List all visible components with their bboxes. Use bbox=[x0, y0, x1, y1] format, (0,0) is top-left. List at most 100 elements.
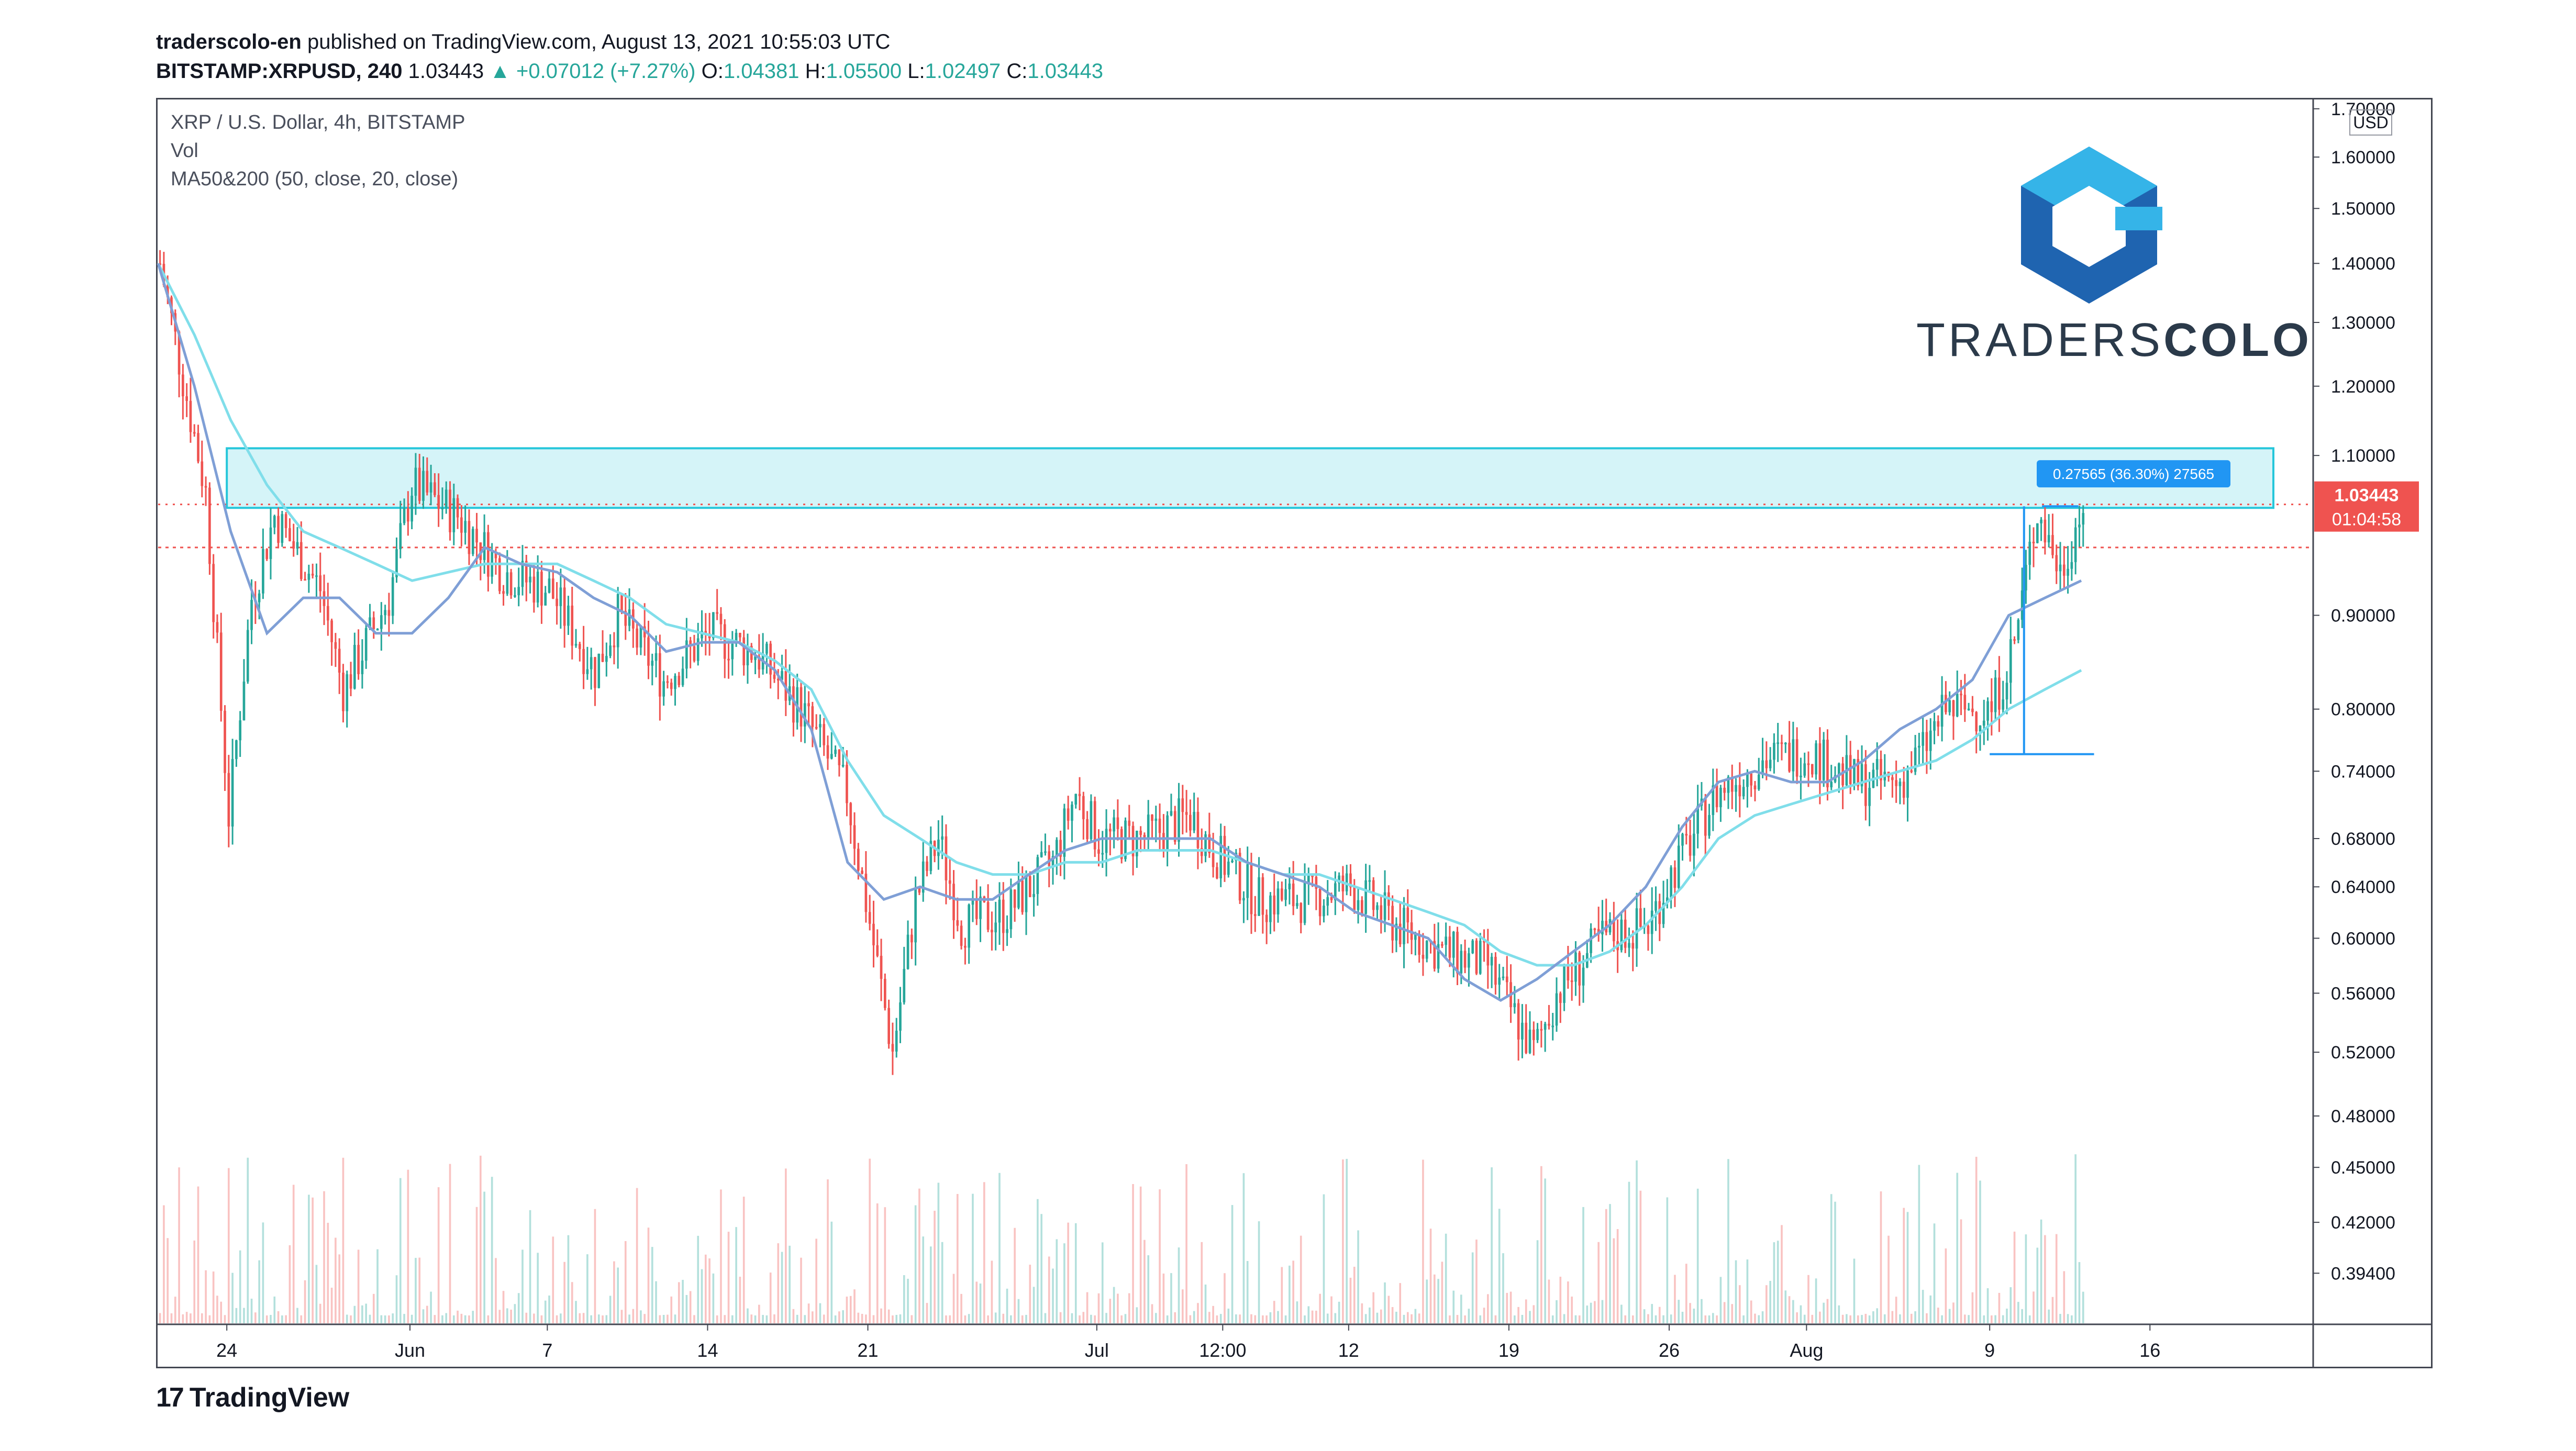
candle-body bbox=[2062, 564, 2066, 576]
candle-body bbox=[1528, 1030, 1531, 1053]
candle-body bbox=[326, 606, 329, 621]
volume-bar bbox=[697, 1235, 699, 1323]
candle-body bbox=[1181, 798, 1184, 812]
volume-bar bbox=[418, 1257, 421, 1323]
candle-body bbox=[1471, 940, 1474, 954]
volume-bar bbox=[1861, 1315, 1863, 1323]
volume-bar bbox=[1369, 1307, 1371, 1323]
price-tick-label: 0.52000 bbox=[2331, 1043, 2395, 1063]
volume-bar bbox=[979, 1283, 982, 1323]
candle-body bbox=[712, 612, 715, 639]
candle-body bbox=[1288, 883, 1291, 889]
candle-body bbox=[1162, 833, 1165, 850]
volume-bar bbox=[430, 1291, 432, 1323]
volume-bar bbox=[586, 1254, 589, 1323]
volume-bar bbox=[1426, 1279, 1428, 1323]
candle-body bbox=[1246, 864, 1249, 898]
candle-body bbox=[177, 331, 181, 375]
volume-bar bbox=[1048, 1256, 1050, 1323]
volume-bar bbox=[273, 1296, 276, 1323]
candle-body bbox=[803, 703, 806, 727]
candle-body bbox=[1131, 825, 1135, 856]
candle-body bbox=[971, 899, 974, 905]
volume-bar bbox=[1456, 1315, 1459, 1323]
candle-body bbox=[1712, 785, 1715, 816]
candle-body bbox=[1074, 794, 1078, 805]
volume-bar bbox=[1689, 1303, 1691, 1323]
volume-bar bbox=[1991, 1315, 1993, 1323]
volume-bar bbox=[842, 1310, 844, 1323]
volume-bar bbox=[567, 1235, 570, 1323]
candle-body bbox=[1990, 701, 1993, 712]
legend-title[interactable]: XRP / U.S. Dollar, 4h, BITSTAMP bbox=[171, 111, 465, 133]
volume-bar bbox=[2013, 1231, 2016, 1323]
volume-bar bbox=[1975, 1156, 1978, 1323]
candle-body bbox=[1494, 956, 1497, 985]
candle-body bbox=[1063, 808, 1066, 857]
candle-body bbox=[502, 591, 505, 594]
chart-frame[interactable] bbox=[156, 98, 2433, 1368]
candle-body bbox=[1757, 774, 1760, 789]
candle-body bbox=[1975, 712, 1978, 732]
candle-body bbox=[204, 486, 207, 488]
volume-bar bbox=[1853, 1258, 1856, 1323]
current-price-value: 1.03443 bbox=[2335, 486, 2399, 506]
volume-bar bbox=[1937, 1308, 1939, 1323]
candle-body bbox=[689, 640, 692, 646]
candle-body bbox=[1082, 796, 1085, 819]
volume-bar bbox=[727, 1232, 730, 1323]
volume-bar bbox=[1391, 1307, 1394, 1323]
publisher-name[interactable]: traderscolo-en bbox=[156, 30, 302, 53]
candle-body bbox=[1231, 861, 1234, 863]
candle-body bbox=[1269, 895, 1272, 922]
candle-body bbox=[1059, 840, 1062, 857]
volume-bar bbox=[827, 1179, 829, 1323]
volume-bar bbox=[777, 1243, 780, 1323]
time-tick-label: 7 bbox=[542, 1340, 552, 1361]
volume-bar bbox=[1750, 1300, 1752, 1323]
volume-bar bbox=[2044, 1235, 2046, 1323]
candle-body bbox=[1193, 812, 1195, 831]
volume-bar bbox=[758, 1304, 760, 1323]
candle-body bbox=[841, 765, 845, 767]
traderscolo-wordmark: TRADERSCOLO bbox=[1916, 314, 2312, 366]
legend-ma[interactable]: MA50&200 (50, close, 20, close) bbox=[171, 168, 459, 190]
volume-bar bbox=[701, 1269, 703, 1323]
candle-body bbox=[1425, 941, 1428, 959]
candle-body bbox=[1170, 811, 1173, 816]
tradingview-logo[interactable]: 17 TradingView bbox=[156, 1382, 349, 1413]
volume-bar bbox=[1242, 1173, 1245, 1323]
candle-body bbox=[346, 674, 349, 711]
candle-body bbox=[574, 644, 578, 646]
volume-bar bbox=[1289, 1265, 1291, 1323]
volume-bar bbox=[437, 1187, 440, 1323]
candle-body bbox=[1273, 895, 1276, 914]
volume-bar bbox=[1876, 1308, 1879, 1323]
candle-body bbox=[1776, 742, 1780, 744]
candle-body bbox=[1292, 883, 1295, 907]
volume-bar bbox=[361, 1305, 363, 1323]
volume-bar bbox=[1556, 1300, 1558, 1323]
candle-body bbox=[1860, 764, 1863, 787]
volume-bar bbox=[1628, 1181, 1630, 1323]
candle-body bbox=[1902, 782, 1905, 798]
candle-body bbox=[1857, 759, 1860, 787]
candle-body bbox=[1742, 787, 1745, 797]
volume-bar bbox=[2040, 1219, 2042, 1323]
volume-bar bbox=[1094, 1315, 1096, 1323]
volume-bar bbox=[2006, 1309, 2008, 1323]
volume-bar bbox=[517, 1293, 520, 1323]
candle-body bbox=[1875, 759, 1879, 770]
candle-body bbox=[216, 622, 219, 633]
candle-body bbox=[1960, 694, 1962, 696]
volume-bar bbox=[1487, 1294, 1489, 1323]
legend-volume[interactable]: Vol bbox=[171, 140, 198, 162]
volume-bar bbox=[1154, 1313, 1157, 1323]
candle-body bbox=[1730, 777, 1734, 792]
candle-body bbox=[529, 576, 531, 583]
candle-body bbox=[1574, 952, 1577, 982]
volume-bar bbox=[1037, 1199, 1039, 1323]
candle-body bbox=[273, 516, 276, 528]
symbol-label: BITSTAMP:XRPUSD, 240 bbox=[156, 60, 403, 83]
